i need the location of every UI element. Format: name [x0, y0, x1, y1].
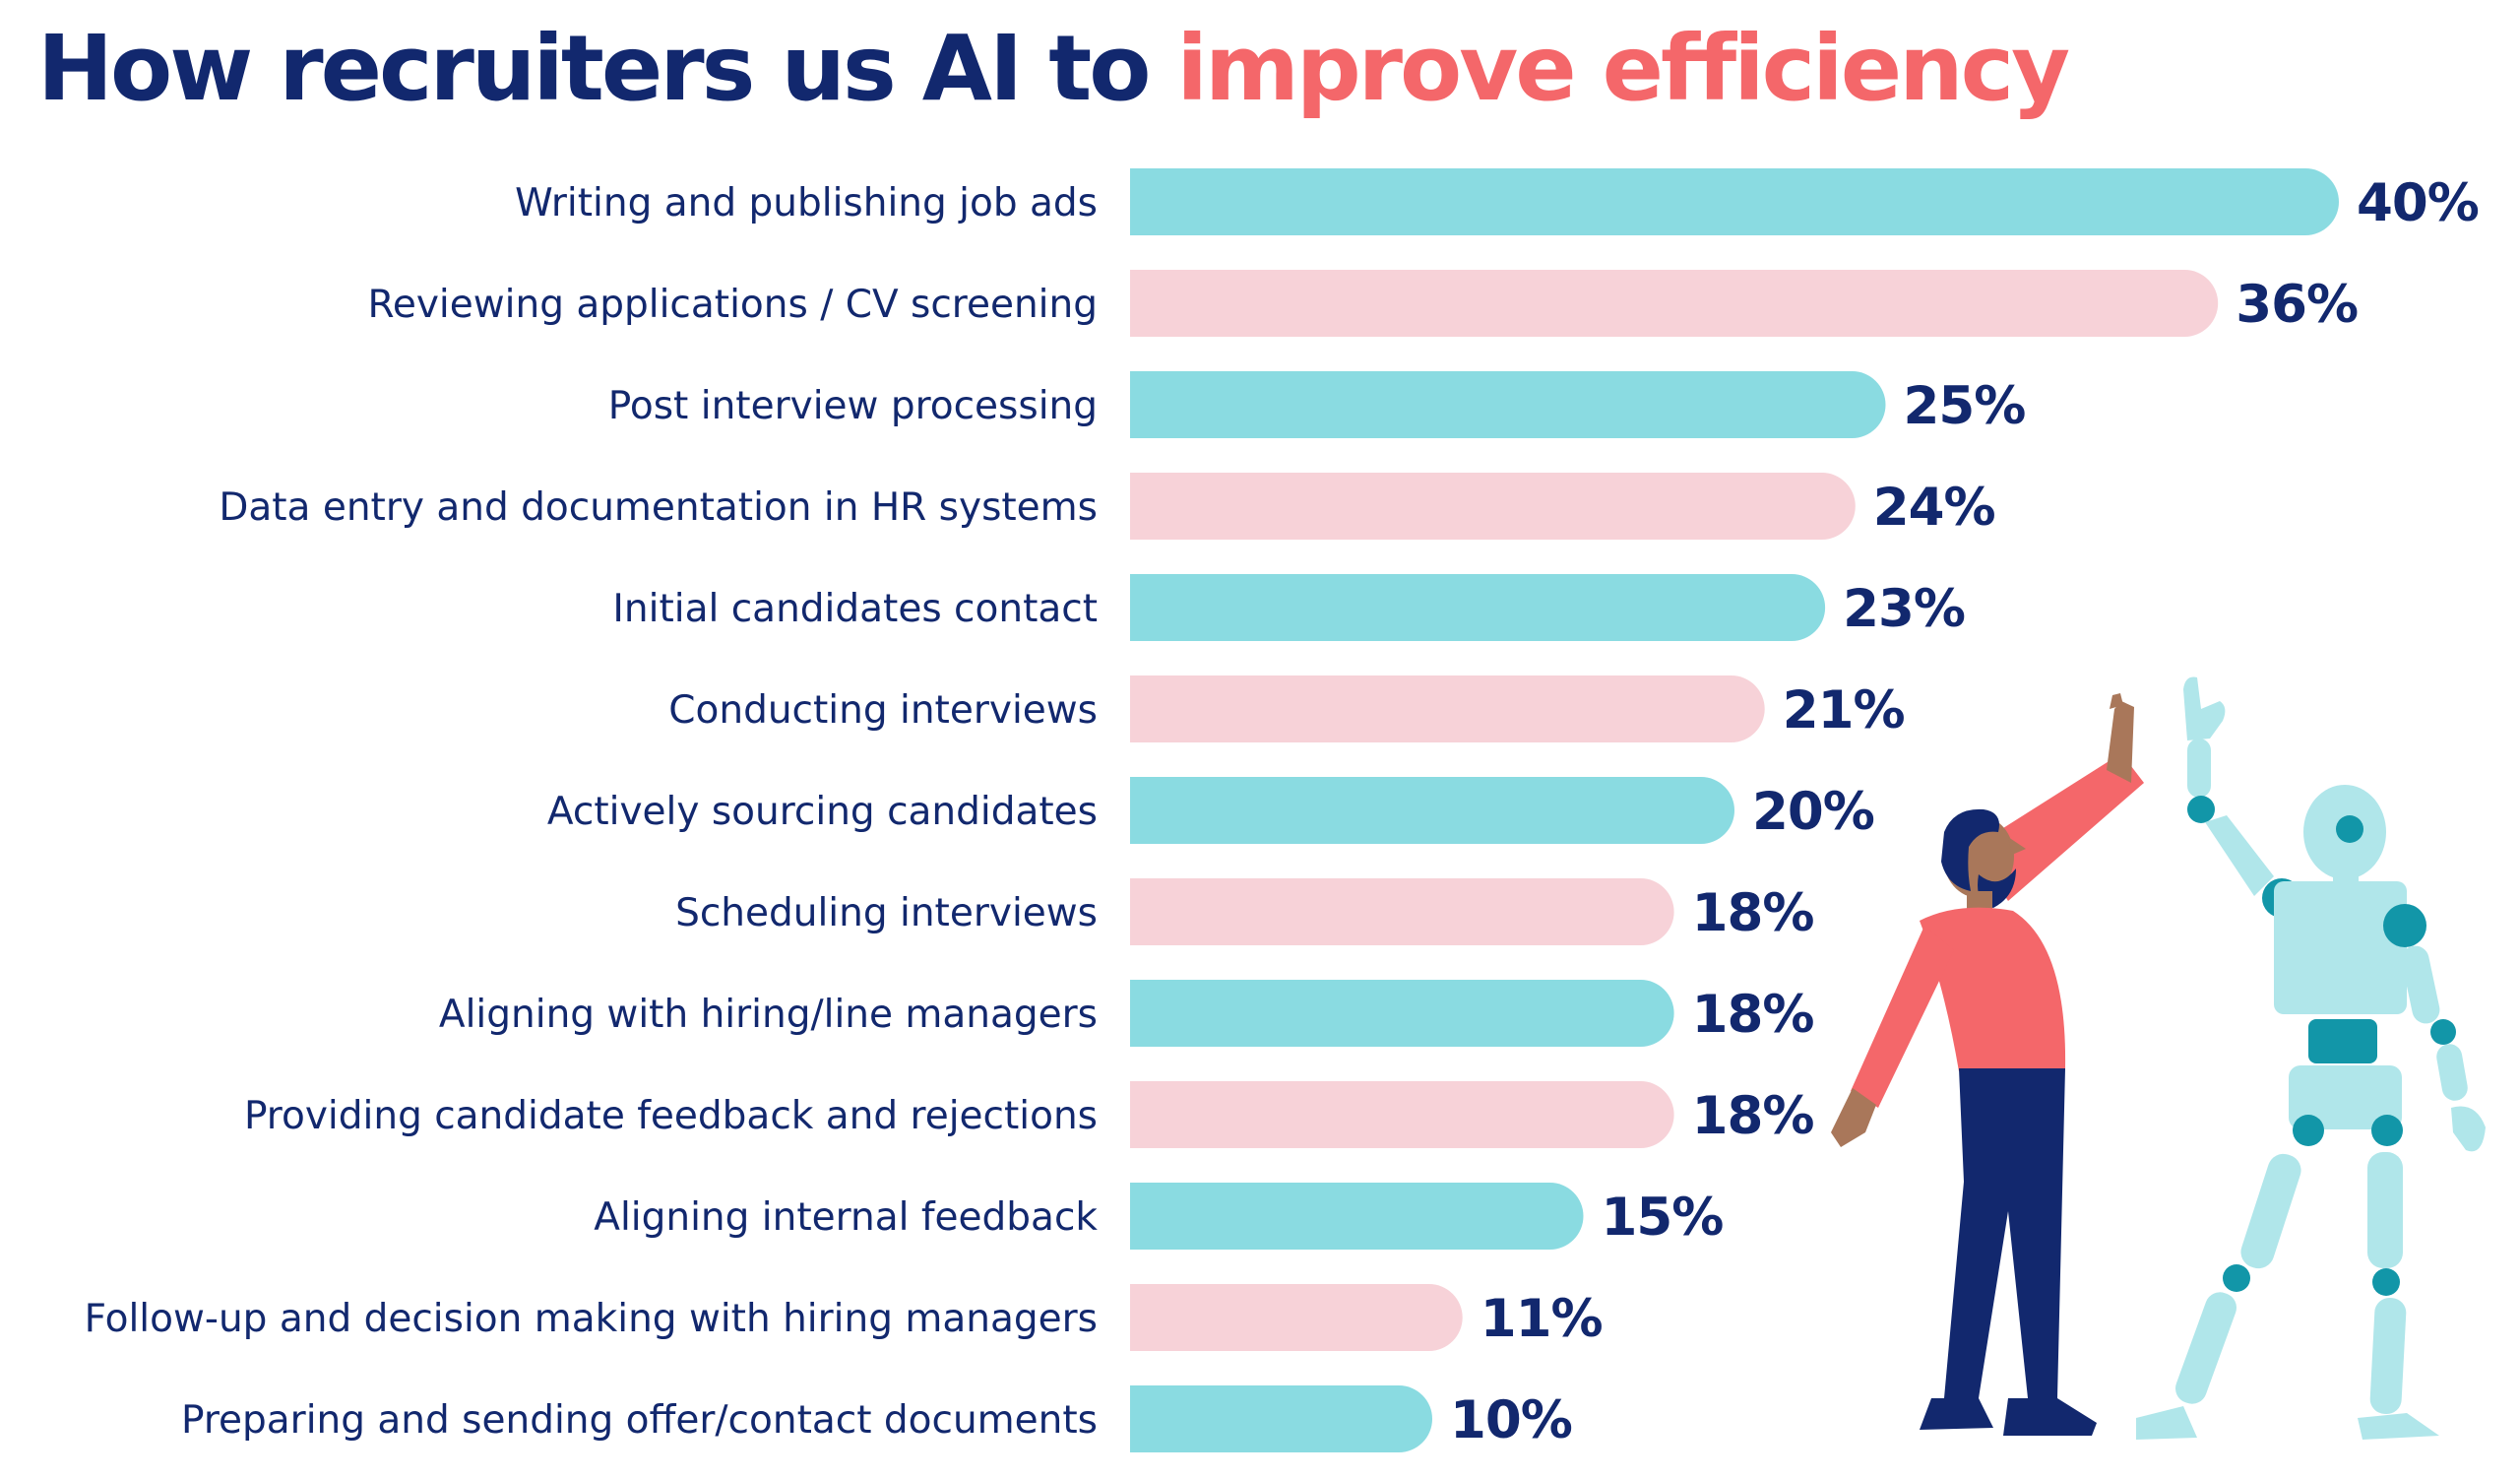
title-part-2: improve efficiency	[1176, 16, 2070, 121]
value-label: 18%	[1692, 883, 1814, 943]
bar	[1130, 371, 1886, 438]
category-label: Data entry and documentation in HR syste…	[219, 485, 1098, 530]
chart-title: How recruiters us AI to improve efficien…	[37, 10, 2070, 128]
bar	[1130, 878, 1674, 945]
value-label: 24%	[1873, 478, 1995, 538]
value-label: 10%	[1450, 1390, 1572, 1450]
bar	[1130, 980, 1674, 1047]
category-label: Writing and publishing job ads	[515, 181, 1098, 225]
bars-group: Writing and publishing job ads 40% Reviewi…	[85, 168, 2480, 1452]
value-label: 23%	[1843, 579, 1965, 639]
bar	[1130, 777, 1734, 844]
category-label: Scheduling interviews	[675, 891, 1098, 935]
person-high-five-icon	[1831, 693, 2144, 1436]
value-label: 36%	[2236, 275, 2358, 335]
category-label: Aligning with hiring/line managers	[439, 993, 1098, 1037]
value-label: 15%	[1602, 1188, 1724, 1248]
bar	[1130, 1081, 1674, 1148]
value-label: 18%	[1692, 1086, 1814, 1146]
bar	[1130, 1385, 1432, 1452]
category-label: Providing candidate feedback and rejecti…	[244, 1094, 1098, 1138]
bar	[1130, 1284, 1463, 1351]
category-label: Initial candidates contact	[612, 587, 1098, 631]
bar	[1130, 473, 1856, 540]
bar	[1130, 675, 1765, 742]
value-label: 25%	[1904, 376, 2026, 436]
category-label: Reviewing applications / CV screening	[368, 283, 1099, 327]
category-label: Conducting interviews	[668, 688, 1098, 733]
bar	[1130, 574, 1826, 641]
category-label: Post interview processing	[608, 384, 1098, 428]
bar	[1130, 168, 2339, 235]
bar	[1130, 1183, 1584, 1250]
category-label: Actively sourcing candidates	[547, 790, 1098, 834]
value-label: 40%	[2357, 173, 2479, 233]
title-part-1: How recruiters us AI to	[37, 16, 1177, 121]
value-label: 18%	[1692, 985, 1814, 1045]
value-label: 11%	[1480, 1289, 1603, 1349]
category-label: Follow-up and decision making with hirin…	[85, 1297, 1098, 1341]
category-label: Aligning internal feedback	[594, 1195, 1098, 1240]
robot-icon	[2136, 676, 2486, 1440]
value-label: 20%	[1752, 782, 1874, 842]
category-label: Preparing and sending offer/contact docu…	[181, 1398, 1098, 1443]
value-label: 21%	[1783, 680, 1905, 740]
bar	[1130, 270, 2219, 337]
